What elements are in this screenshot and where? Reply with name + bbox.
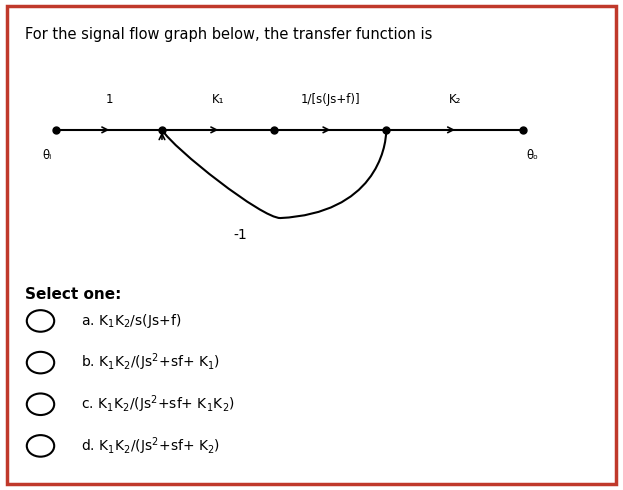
Text: K₂: K₂ bbox=[449, 93, 461, 106]
Text: K₁: K₁ bbox=[212, 93, 224, 106]
Text: θₒ: θₒ bbox=[526, 149, 539, 163]
Text: 1/[s(Js+f)]: 1/[s(Js+f)] bbox=[300, 93, 360, 106]
Text: d. K$_1$K$_2$/(Js$^2$+sf+ K$_2$): d. K$_1$K$_2$/(Js$^2$+sf+ K$_2$) bbox=[81, 435, 220, 457]
Text: 1: 1 bbox=[105, 93, 113, 106]
Text: θᵢ: θᵢ bbox=[42, 149, 51, 163]
Text: a. K$_1$K$_2$/s(Js+f): a. K$_1$K$_2$/s(Js+f) bbox=[81, 312, 181, 330]
Text: c. K$_1$K$_2$/(Js$^2$+sf+ K$_1$K$_2$): c. K$_1$K$_2$/(Js$^2$+sf+ K$_1$K$_2$) bbox=[81, 393, 235, 415]
Text: b. K$_1$K$_2$/(Js$^2$+sf+ K$_1$): b. K$_1$K$_2$/(Js$^2$+sf+ K$_1$) bbox=[81, 352, 220, 373]
Text: -1: -1 bbox=[233, 228, 247, 242]
Text: Select one:: Select one: bbox=[25, 287, 121, 302]
Text: For the signal flow graph below, the transfer function is: For the signal flow graph below, the tra… bbox=[25, 27, 432, 42]
